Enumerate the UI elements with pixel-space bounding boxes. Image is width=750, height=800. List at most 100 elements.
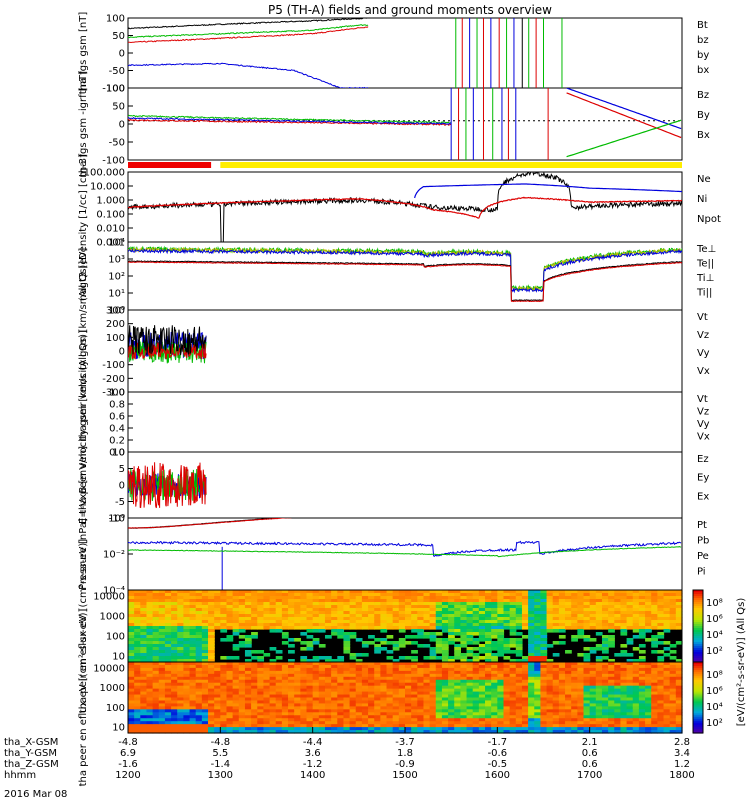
heatmap-cell: [521, 721, 529, 725]
heatmap-cell: [337, 617, 345, 621]
heatmap-cell: [435, 656, 443, 660]
colorbar-swatch: [693, 606, 703, 609]
heatmap-cell: [392, 724, 400, 728]
heatmap-cell: [466, 626, 474, 630]
heatmap-cell: [491, 670, 498, 675]
heatmap-cell: [251, 730, 258, 734]
heatmap-cell: [281, 697, 289, 702]
heatmap-cell: [534, 718, 542, 722]
heatmap-cell: [417, 644, 425, 648]
heatmap-cell: [472, 605, 480, 609]
heatmap-cell: [534, 679, 542, 684]
heatmap-cell: [663, 682, 671, 687]
heatmap-cell: [220, 715, 228, 719]
heatmap-cell: [306, 667, 314, 672]
heatmap-cell: [294, 730, 301, 734]
heatmap-cell: [312, 700, 320, 705]
heatmap-cell: [417, 620, 425, 624]
heatmap-cell: [281, 670, 289, 675]
heatmap-cell: [448, 721, 455, 725]
heatmap-cell: [134, 676, 141, 681]
heatmap-cell: [232, 727, 240, 731]
heatmap-cell: [583, 712, 591, 716]
heatmap-cell: [577, 608, 585, 612]
heatmap-cell: [201, 635, 209, 639]
heatmap-cell: [460, 685, 468, 690]
heatmap-cell: [657, 706, 665, 710]
heatmap-cell: [201, 730, 209, 734]
heatmap-cell: [201, 647, 209, 651]
heatmap-cell: [645, 682, 652, 687]
heatmap-cell: [491, 611, 498, 615]
heatmap-cell: [183, 688, 191, 693]
heatmap-cell: [300, 676, 308, 681]
heatmap-cell: [552, 712, 560, 716]
heatmap-cell: [423, 602, 431, 606]
heatmap-cell: [601, 676, 609, 681]
heatmap-cell: [485, 599, 492, 603]
heatmap-cell: [429, 617, 437, 621]
heatmap-cell: [540, 703, 548, 707]
heatmap-cell: [441, 718, 449, 722]
heatmap-cell: [577, 703, 585, 707]
heatmap-cell: [386, 626, 394, 630]
heatmap-cell: [128, 632, 135, 636]
heatmap-cell: [620, 596, 628, 600]
heatmap-cell: [134, 679, 141, 684]
y-tick-label: 100: [106, 703, 125, 714]
heatmap-cell: [343, 647, 351, 651]
heatmap-cell: [417, 730, 425, 734]
heatmap-cell: [485, 724, 492, 728]
heatmap-cell: [195, 718, 203, 722]
heatmap-cell: [368, 593, 375, 597]
heatmap-cell: [251, 662, 258, 666]
heatmap-cell: [663, 694, 671, 699]
heatmap-cell: [552, 662, 560, 666]
heatmap-cell: [583, 602, 591, 606]
heatmap-cell: [515, 697, 523, 702]
heatmap-cell: [417, 670, 425, 675]
heatmap-cell: [663, 685, 671, 690]
heatmap-cell: [398, 676, 406, 681]
heatmap-cell: [466, 641, 474, 645]
heatmap-cell: [300, 659, 308, 663]
colorbar-label: [eV/(cm²-s-sr-eV)] (All Qs): [736, 598, 747, 727]
heatmap-cell: [318, 620, 326, 624]
heatmap-cell: [324, 596, 332, 600]
heatmap-cell: [386, 679, 394, 684]
heatmap-cell: [441, 682, 449, 687]
heatmap-cell: [226, 590, 234, 594]
heatmap-cell: [189, 712, 197, 716]
heatmap-cell: [183, 685, 191, 690]
heatmap-cell: [417, 697, 425, 702]
heatmap-cell: [435, 638, 443, 642]
heatmap-cell: [146, 718, 154, 722]
heatmap-cell: [263, 682, 271, 687]
x-tick-label: 3.6: [305, 748, 321, 759]
heatmap-cell: [429, 593, 437, 597]
heatmap-cell: [411, 691, 418, 696]
heatmap-cell: [454, 611, 461, 615]
heatmap-cell: [441, 697, 449, 702]
heatmap-cell: [423, 697, 431, 702]
heatmap-cell: [540, 718, 548, 722]
heatmap-cell: [411, 715, 418, 719]
heatmap-cell: [540, 659, 548, 663]
heatmap-cell: [158, 626, 166, 630]
heatmap-cell: [614, 721, 622, 725]
heatmap-cell: [429, 685, 437, 690]
heatmap-cell: [675, 620, 683, 624]
heatmap-cell: [312, 697, 320, 702]
heatmap-cell: [251, 679, 258, 684]
heatmap-cell: [300, 688, 308, 693]
heatmap-cell: [552, 608, 560, 612]
heatmap-cell: [411, 635, 418, 639]
heatmap-cell: [423, 626, 431, 630]
heatmap-cell: [343, 638, 351, 642]
colorbar-swatch: [693, 600, 703, 603]
heatmap-cell: [355, 590, 363, 594]
heatmap-cell: [454, 590, 461, 594]
heatmap-cell: [189, 605, 197, 609]
heatmap-cell: [478, 593, 486, 597]
heatmap-cell: [595, 667, 603, 672]
